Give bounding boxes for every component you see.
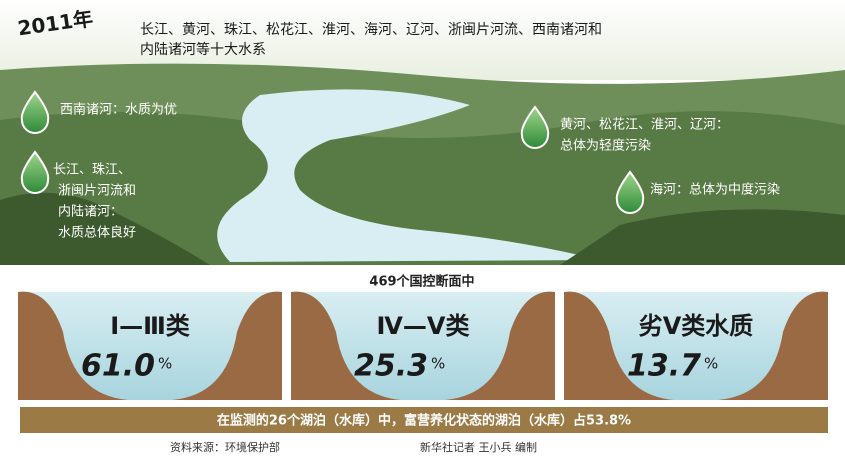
annotation-line: 黄河、松花江、淮河、辽河： (560, 117, 729, 133)
drop-icon (615, 170, 645, 214)
drop-icon (520, 105, 550, 149)
valley-left (564, 291, 674, 400)
source: 资料来源：环境保护部 (170, 440, 280, 454)
panel-label: Ⅰ—Ⅲ类 (110, 312, 191, 340)
subheading: 469个国控断面中 (369, 274, 474, 290)
annotation-line: 西南诸河：水质为优 (60, 102, 177, 118)
foreground-left (0, 192, 210, 265)
drop-icon (20, 150, 50, 194)
drop-icons (20, 90, 645, 214)
title-line: 内陆诸河等十大水系 (140, 41, 266, 58)
panel-label: Ⅳ—Ⅴ类 (377, 312, 471, 340)
foreground-right (560, 209, 845, 265)
valley-right (718, 291, 828, 400)
panel-value: 13.7 (627, 349, 701, 384)
panel-unit: % (704, 355, 718, 373)
valley-right (445, 291, 555, 400)
valley-left (291, 291, 401, 400)
drop-icon (20, 90, 50, 134)
panel-unit: % (431, 355, 445, 373)
annotation-line: 水质总体良好 (58, 225, 136, 241)
annotation-line: 长江、珠江、 (53, 163, 131, 178)
panel-value: 61.0 (81, 349, 155, 384)
annotation-line: 总体为轻度污染 (560, 138, 651, 154)
valley-right (172, 291, 282, 400)
panels: Ⅰ—Ⅲ类 61.0 % Ⅳ—Ⅴ类 25.3 % 劣Ⅴ类水质 13.7% (18, 291, 828, 400)
river (217, 89, 600, 262)
panel-unit: % (158, 355, 172, 373)
annotation-line: 海河：总体为中度污染 (650, 182, 780, 198)
panel-label: 劣Ⅴ类水质 (639, 312, 754, 340)
valley-left (18, 291, 128, 400)
footer-text: 在监测的26个湖泊（水库）中，富营养化状态的湖泊（水库）占53.8% (217, 413, 631, 429)
footer-bar (20, 407, 828, 433)
credit: 新华社记者 王小兵 编制 (420, 440, 537, 454)
annotation-line: 内陆诸河： (58, 204, 123, 220)
panel-value: 25.3 (354, 349, 428, 384)
title-line: 长江、黄河、珠江、松花江、淮河、海河、辽河、浙闽片河流、西南诸河和 (140, 21, 602, 38)
annotation-line: 浙闽片河流和 (58, 184, 136, 199)
